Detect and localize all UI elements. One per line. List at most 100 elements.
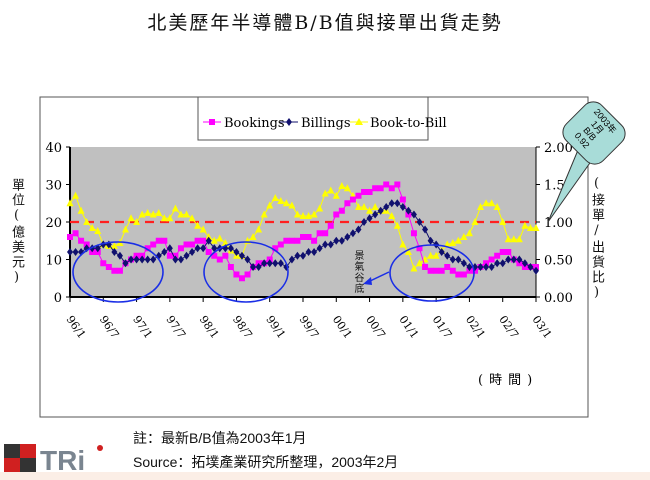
book-to-bill-point bbox=[388, 212, 396, 219]
legend-billings: Billings bbox=[301, 116, 351, 131]
book-to-bill-point bbox=[510, 235, 518, 243]
book-to-bill-point bbox=[299, 212, 307, 219]
y2-tick-label: 2.00 bbox=[544, 141, 573, 156]
y2-tick-label: 0.50 bbox=[544, 254, 573, 269]
book-to-bill-point bbox=[488, 199, 496, 207]
book-to-bill-point bbox=[216, 234, 224, 242]
bookings-point bbox=[72, 230, 79, 237]
book-to-bill-point bbox=[210, 236, 218, 244]
billings-point bbox=[255, 263, 262, 271]
bookings-point bbox=[155, 237, 162, 244]
billings-point bbox=[344, 233, 351, 241]
billings-point bbox=[349, 229, 356, 238]
book-to-bill-point bbox=[477, 203, 485, 210]
bookings-point bbox=[277, 241, 284, 248]
book-to-bill-point bbox=[482, 199, 490, 207]
bookings-point bbox=[383, 181, 390, 188]
bookings-point bbox=[233, 271, 240, 278]
billings-point bbox=[144, 255, 151, 264]
book-to-bill-point bbox=[177, 210, 185, 218]
book-to-bill-point bbox=[343, 184, 351, 192]
book-to-bill-point bbox=[332, 191, 340, 199]
bookings-point bbox=[111, 267, 118, 274]
book-to-bill-point bbox=[371, 203, 379, 210]
billings-point bbox=[333, 236, 340, 245]
billings-point bbox=[150, 255, 157, 264]
y-tick-label: 20 bbox=[45, 216, 62, 231]
billings-point bbox=[300, 251, 306, 260]
billings-point bbox=[372, 210, 379, 219]
book-to-bill-point bbox=[133, 218, 141, 225]
billings-point bbox=[327, 240, 334, 249]
book-to-bill-point bbox=[366, 206, 374, 214]
billings-point bbox=[410, 210, 417, 219]
bookings-point bbox=[388, 185, 395, 192]
bookings-point bbox=[422, 264, 429, 270]
bookings-point bbox=[166, 252, 173, 259]
billings-point bbox=[455, 255, 462, 264]
book-to-bill-point bbox=[221, 239, 229, 246]
book-to-bill-point bbox=[404, 248, 412, 255]
bookings-point bbox=[183, 241, 190, 248]
bookings-point bbox=[144, 245, 151, 252]
billings-point bbox=[272, 259, 279, 268]
trough-ellipse-1 bbox=[72, 241, 164, 303]
bookings-point bbox=[216, 256, 223, 263]
billings-point bbox=[128, 255, 135, 264]
billings-point bbox=[205, 236, 212, 245]
billings-point bbox=[311, 248, 318, 256]
book-to-bill-point bbox=[155, 209, 163, 216]
billings-point bbox=[227, 244, 234, 253]
billings-point bbox=[416, 218, 423, 226]
billings-point bbox=[533, 266, 539, 275]
bookings-point bbox=[372, 185, 379, 192]
billings-point bbox=[194, 244, 201, 253]
book-to-bill-point bbox=[526, 224, 534, 231]
book-to-bill-point bbox=[493, 203, 501, 210]
book-to-bill-point bbox=[127, 214, 135, 222]
book-to-bill-point bbox=[188, 214, 196, 222]
legend-bookings: Bookings bbox=[224, 116, 285, 131]
y-tick-label: 0 bbox=[54, 291, 62, 306]
bookings-point bbox=[394, 181, 401, 188]
y2-axis-label: (接單/出貨比) bbox=[589, 176, 604, 302]
book-to-bill-point bbox=[260, 210, 268, 218]
bookings-point bbox=[410, 230, 417, 237]
y-tick-label: 30 bbox=[45, 179, 62, 194]
billings-point bbox=[499, 259, 506, 268]
bookings-point bbox=[283, 237, 290, 244]
billings-point bbox=[510, 255, 517, 264]
book-to-bill-point bbox=[282, 199, 290, 207]
billings-point bbox=[521, 259, 528, 268]
legend-btb-marker bbox=[355, 118, 363, 125]
book-to-bill-point bbox=[72, 191, 80, 199]
bookings-point bbox=[322, 230, 329, 237]
billings-point bbox=[405, 206, 412, 215]
legend-billings-marker bbox=[286, 118, 292, 126]
book-to-bill-point bbox=[138, 210, 146, 218]
book-to-bill-point bbox=[288, 201, 296, 209]
bookings-point bbox=[355, 192, 362, 199]
bookings-point bbox=[78, 237, 85, 244]
book-to-bill-point bbox=[266, 201, 274, 209]
billings-point bbox=[233, 248, 240, 256]
book-to-bill-point bbox=[354, 203, 362, 210]
book-to-bill-point bbox=[293, 210, 301, 218]
book-to-bill-point bbox=[327, 186, 335, 194]
bookings-point bbox=[244, 271, 251, 278]
book-to-bill-point bbox=[110, 242, 118, 249]
book-to-bill-point bbox=[205, 233, 213, 240]
billings-point bbox=[494, 259, 501, 268]
book-to-bill-point bbox=[521, 221, 529, 229]
bookings-point bbox=[105, 264, 112, 270]
bottom-band bbox=[0, 472, 650, 480]
bookings-point bbox=[488, 256, 495, 263]
book-to-bill-point bbox=[399, 240, 407, 248]
book-to-bill-point bbox=[310, 210, 318, 218]
book-to-bill-point bbox=[427, 251, 435, 259]
billings-point bbox=[166, 244, 173, 253]
legend-book-to-bill: Book-to-Bill bbox=[370, 116, 447, 131]
billings-point bbox=[72, 248, 79, 256]
